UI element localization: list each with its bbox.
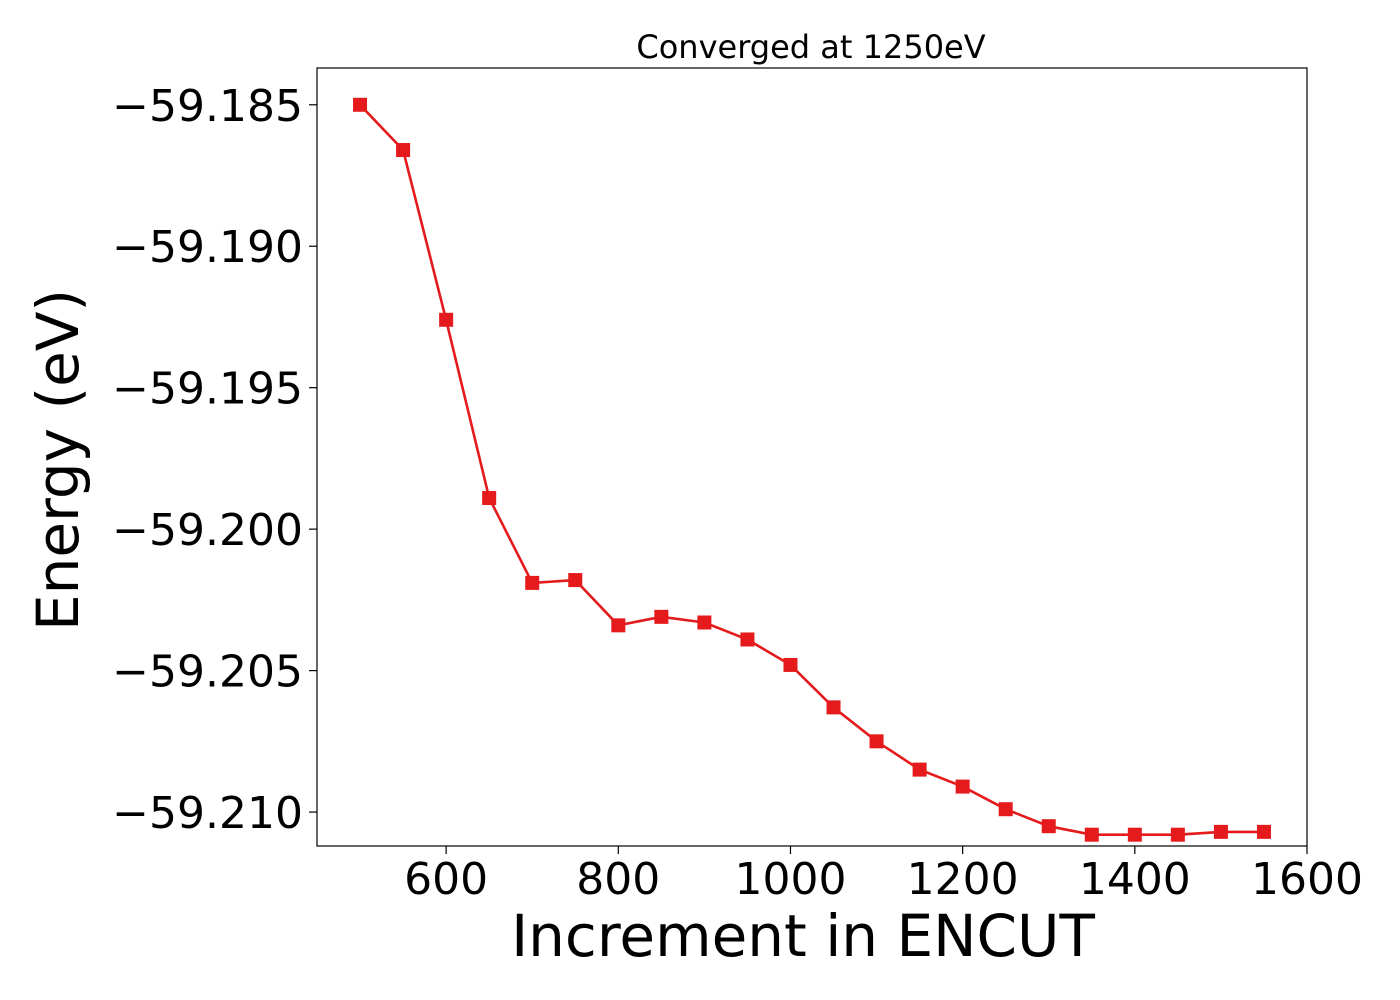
data-point: [1213, 824, 1228, 839]
data-point: [482, 491, 497, 506]
data-point: [396, 143, 411, 158]
series-line: [359, 103, 1264, 837]
data-point: [525, 575, 540, 590]
data-point: [783, 657, 798, 672]
data-point: [998, 802, 1013, 817]
data-point: [568, 573, 583, 588]
plot-frame: [316, 67, 1308, 847]
x-tick-label: 600: [404, 854, 488, 905]
x-tick-label: 1600: [1251, 854, 1363, 905]
data-point: [1084, 827, 1099, 842]
data-point: [740, 632, 755, 647]
data-point: [654, 609, 669, 624]
y-axis-label: Energy (eV): [24, 289, 92, 631]
x-axis-label: Increment in ENCUT: [511, 902, 1095, 970]
data-point: [1127, 827, 1142, 842]
x-axis: 600 800 1000 1200 1400 1600: [404, 846, 1363, 905]
data-point: [1170, 827, 1185, 842]
data-point: [1256, 824, 1271, 839]
data-point: [439, 312, 454, 327]
data-point: [955, 779, 970, 794]
y-tick-label: −59.190: [112, 222, 303, 273]
x-tick-label: 1400: [1079, 854, 1191, 905]
y-tick-label: −59.210: [112, 788, 303, 839]
x-tick-label: 800: [576, 854, 660, 905]
data-point: [826, 700, 841, 715]
data-point: [912, 762, 927, 777]
series-layer: [353, 97, 1271, 842]
data-point: [1041, 819, 1056, 834]
y-tick-label: −59.185: [112, 81, 303, 132]
chart-title: Converged at 1250eV: [636, 28, 985, 66]
y-axis: −59.185 −59.190 −59.195 −59.200 −59.205 −59.2…: [112, 81, 317, 839]
y-tick-label: −59.200: [112, 505, 303, 556]
x-tick-label: 1200: [907, 854, 1019, 905]
data-point: [697, 615, 712, 630]
y-tick-label: −59.195: [112, 364, 303, 415]
x-tick-label: 1000: [734, 854, 846, 905]
data-point: [611, 618, 626, 633]
data-point: [353, 97, 368, 112]
y-tick-label: −59.205: [112, 647, 303, 698]
data-point: [869, 734, 884, 749]
